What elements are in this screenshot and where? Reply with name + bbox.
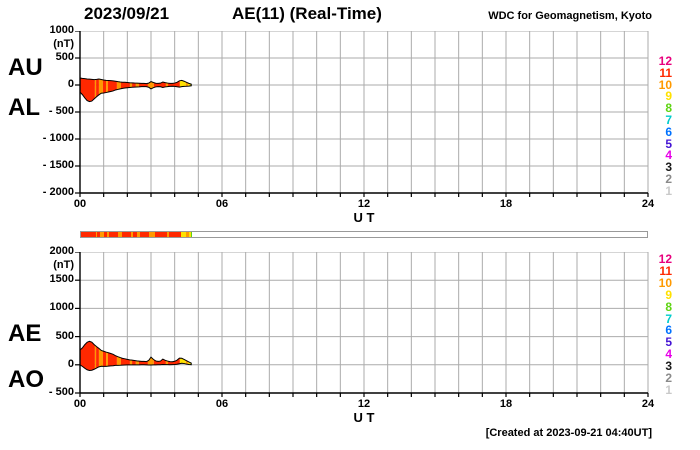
grid [79,252,649,394]
label-ao: AO [8,366,44,393]
plot-date: 2023/09/21 [84,4,170,23]
au-al-plot [75,31,649,197]
availability-segment [191,232,193,237]
availability-segment [180,232,187,237]
station-count-1: 1 [665,183,672,198]
station-count-4: 4 [665,347,672,362]
y-tick-label: - 500 [48,105,74,117]
plot-source: WDC for Geomagnetism, Kyoto [488,10,652,22]
station-count-12: 12 [658,252,672,266]
x-tick-label: 18 [499,398,513,410]
station-count-8: 8 [665,101,672,116]
availability-segment [121,232,131,237]
availability-segment [139,232,149,237]
label-ae: AE [8,320,42,347]
station-count-4: 4 [665,148,672,163]
station-count-3: 3 [665,160,672,175]
availability-segment [168,232,181,237]
y-tick-label: 500 [55,51,74,63]
availability-segment [97,232,100,237]
plot-title: AE(11) (Real-Time) [232,4,382,23]
station-count-9: 9 [665,89,672,104]
axes [75,31,649,197]
availability-segment [148,232,155,237]
created-timestamp: [Created at 2023-09-21 04:40UT] [485,427,652,439]
x-tick-label: 12 [357,198,371,210]
station-count-2: 2 [665,172,672,186]
au-al-band-outline [79,77,192,103]
availability-segment [117,232,122,237]
station-count-3: 3 [665,359,672,374]
x-tick-label: 24 [641,398,655,410]
y-tick-label: 1500 [49,273,74,286]
station-count-8: 8 [665,299,672,314]
label-al: AL [8,94,40,121]
y-tick-label: - 1000 [42,132,74,144]
station-count-5: 5 [665,136,672,151]
x-tick-label: 00 [73,398,87,410]
station-count-7: 7 [665,113,672,127]
availability-segment [108,232,118,237]
station-count-11: 11 [659,263,672,278]
station-count-12: 12 [658,54,672,68]
availability-segment [103,232,107,237]
availability-segment [132,232,137,237]
x-tick-label: 06 [215,398,229,410]
x-tick-label: 12 [357,398,371,410]
y-tick-label: 2000 [49,245,74,257]
station-count-5: 5 [665,335,672,350]
station-count-9: 9 [665,287,672,302]
x-tick-label: 00 [73,198,87,210]
y-tick-label: 1000 [49,24,74,36]
y-axis-unit: (nT) [53,38,74,50]
x-tick-label: 18 [499,198,513,210]
y-tick-label: 0 [67,357,74,370]
station-count-6: 6 [665,323,672,338]
availability-segment [99,232,104,237]
y-tick-label: - 1500 [42,159,74,171]
station-count-2: 2 [665,371,672,385]
availability-segment [186,232,189,237]
y-tick-label: 0 [67,78,74,90]
station-count-10: 10 [658,77,672,92]
availability-segment [188,232,192,237]
y-tick-label: 500 [55,329,74,342]
axes [75,252,649,397]
availability-segment [154,232,167,237]
y-tick-label: 1000 [49,301,74,314]
x-axis-title: U T [353,210,375,225]
station-count-6: 6 [665,124,672,139]
ae-ao-band-outline [79,340,192,371]
grid [79,31,649,194]
station-count-1: 1 [665,382,672,397]
label-au: AU [8,54,43,81]
x-tick-label: 24 [641,198,655,210]
availability-segment [130,232,133,237]
ae-ao-plot [75,252,649,397]
availability-segment [81,232,96,237]
y-tick-label: - 500 [48,386,74,398]
availability-segment [136,232,140,237]
availability-segment [106,232,109,237]
y-axis-unit: (nT) [53,259,74,271]
station-count-11: 11 [659,65,672,80]
station-count-7: 7 [665,311,672,326]
availability-segment [166,232,169,237]
x-tick-label: 06 [215,198,229,210]
availability-segment [95,232,98,237]
station-count-10: 10 [658,275,672,290]
data-availability-bar [80,231,648,238]
x-axis-title: U T [353,410,375,425]
y-tick-label: - 2000 [42,186,74,198]
